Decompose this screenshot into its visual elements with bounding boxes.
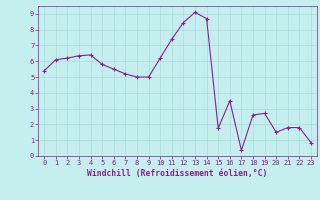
X-axis label: Windchill (Refroidissement éolien,°C): Windchill (Refroidissement éolien,°C) [87, 169, 268, 178]
